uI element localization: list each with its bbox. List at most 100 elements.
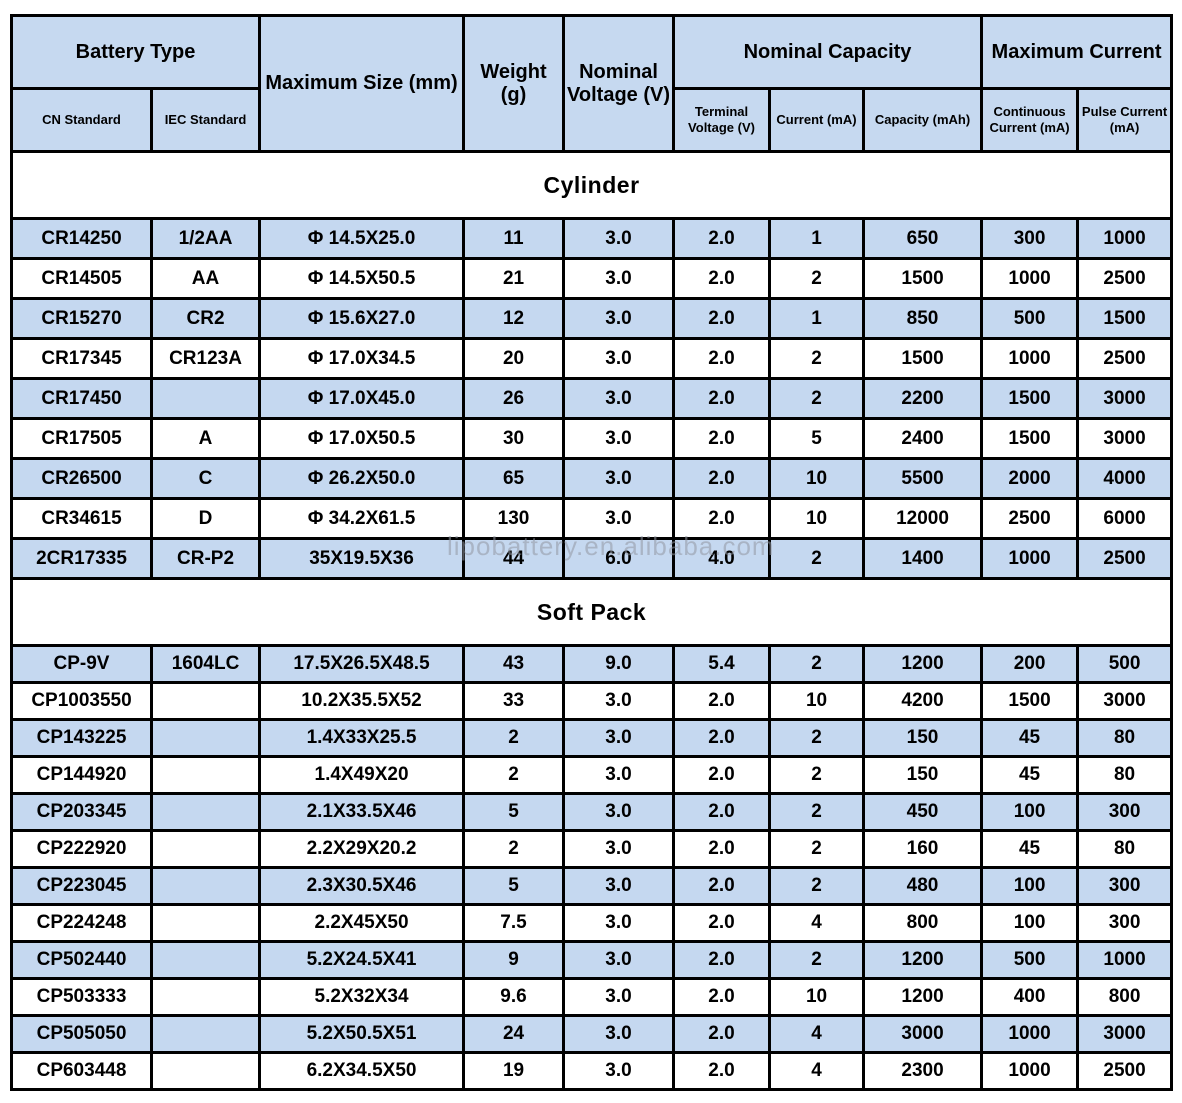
table-cell: 1500 <box>980 377 1080 420</box>
table-cell: 80 <box>1076 718 1174 758</box>
table-cell: CP143225 <box>10 718 153 758</box>
table-row: CP-9V 1604LC 17.5X26.5X48.5 43 9.0 5.4 2 1200 20… <box>10 644 1174 684</box>
table-row: CR17450 Φ 17.0X45.0 26 3.0 2.0 2 2200 1500 3000 <box>10 377 1174 420</box>
table-cell: Φ 14.5X25.0 <box>258 217 466 260</box>
table-cell: Φ 17.0X45.0 <box>258 377 466 420</box>
table-cell: 4.0 <box>672 537 772 580</box>
table-cell: 1500 <box>862 257 984 300</box>
col-header-cn-standard: CN Standard <box>10 87 153 153</box>
table-cell: 2.0 <box>672 866 772 906</box>
table-row: CP502440 5.2X24.5X41 9 3.0 2.0 2 1200 500 1000 <box>10 940 1174 980</box>
table-cell: 3.0 <box>562 718 676 758</box>
table-cell: 2.0 <box>672 1014 772 1054</box>
table-row: CR15270 CR2 Φ 15.6X27.0 12 3.0 2.0 1 850 500 1500 <box>10 297 1174 340</box>
table-cell: CP-9V <box>10 644 153 684</box>
table-row: CP505050 5.2X50.5X51 24 3.0 2.0 4 3000 1000 3000 <box>10 1014 1174 1054</box>
table-cell: CP223045 <box>10 866 153 906</box>
table-cell: 10 <box>768 497 866 540</box>
table-cell: 2500 <box>1076 1051 1174 1091</box>
table-cell: 3.0 <box>562 977 676 1017</box>
table-cell: 3.0 <box>562 903 676 943</box>
table-cell: 2500 <box>1076 537 1174 580</box>
table-cell: 450 <box>862 792 984 832</box>
table-cell: 45 <box>980 718 1080 758</box>
table-cell: 17.5X26.5X48.5 <box>258 644 466 684</box>
table-cell: 2 <box>768 718 866 758</box>
table-cell: 3.0 <box>562 866 676 906</box>
table-cell: 1500 <box>980 417 1080 460</box>
col-header-iec-standard: IEC Standard <box>149 87 262 153</box>
table-cell: 2300 <box>862 1051 984 1091</box>
table-cell: Φ 14.5X50.5 <box>258 257 466 300</box>
table-cell: 200 <box>980 644 1080 684</box>
table-row: CR14505 AA Φ 14.5X50.5 21 3.0 2.0 2 1500 1000 250… <box>10 257 1174 300</box>
table-cell: 5.2X32X34 <box>258 977 466 1017</box>
table-cell: 6.2X34.5X50 <box>258 1051 466 1091</box>
table-cell: 12 <box>462 297 566 340</box>
col-header-current: Current (mA) <box>768 87 866 153</box>
table-cell: 1000 <box>980 1051 1080 1091</box>
table-cell: 2 <box>462 829 566 869</box>
table-cell: 3.0 <box>562 217 676 260</box>
table-cell: 2 <box>768 257 866 300</box>
table-cell: 10.2X35.5X52 <box>258 681 466 721</box>
table-cell: 1000 <box>980 337 1080 380</box>
table-cell: CR17345 <box>10 337 153 380</box>
table-cell: 7.5 <box>462 903 566 943</box>
table-cell: Φ 34.2X61.5 <box>258 497 466 540</box>
table-cell <box>149 829 262 869</box>
table-cell: 2 <box>768 755 866 795</box>
col-header-continuous-current: Continuous Current (mA) <box>980 87 1080 153</box>
table-cell: 2CR17335 <box>10 537 153 580</box>
table-row: CP203345 2.1X33.5X46 5 3.0 2.0 2 450 100 300 <box>10 792 1174 832</box>
table-cell: 3.0 <box>562 1051 676 1091</box>
table-cell: 2.3X30.5X46 <box>258 866 466 906</box>
table-cell: AA <box>149 257 262 300</box>
table-cell: 3.0 <box>562 297 676 340</box>
table-row: CR17345 CR123A Φ 17.0X34.5 20 3.0 2.0 2 1500 100… <box>10 337 1174 380</box>
table-cell: CR-P2 <box>149 537 262 580</box>
table-cell: 480 <box>862 866 984 906</box>
table-cell: 2200 <box>862 377 984 420</box>
table-cell: 2.0 <box>672 977 772 1017</box>
table-cell: 300 <box>1076 903 1174 943</box>
table-cell: CP224248 <box>10 903 153 943</box>
table-cell: 1 <box>768 297 866 340</box>
table-cell: Φ 17.0X34.5 <box>258 337 466 380</box>
table-cell: 26 <box>462 377 566 420</box>
table-cell: 3.0 <box>562 1014 676 1054</box>
table-cell: CR2 <box>149 297 262 340</box>
table-cell: 45 <box>980 829 1080 869</box>
table-cell: 2 <box>768 792 866 832</box>
table-cell: 5.2X24.5X41 <box>258 940 466 980</box>
table-row: CP503333 5.2X32X34 9.6 3.0 2.0 10 1200 400 800 <box>10 977 1174 1017</box>
table-cell: 300 <box>1076 866 1174 906</box>
table-cell: 11 <box>462 217 566 260</box>
table-cell: 2.0 <box>672 940 772 980</box>
table-cell: CR15270 <box>10 297 153 340</box>
table-cell: CP505050 <box>10 1014 153 1054</box>
table-body: Cylinder CR14250 1/2AA Φ 14.5X25.0 11 3.0 2.0 1… <box>9 150 1174 1091</box>
table-cell: 100 <box>980 792 1080 832</box>
table-cell: 3.0 <box>562 257 676 300</box>
table-cell <box>149 1014 262 1054</box>
table-row: CR34615 D Φ 34.2X61.5 130 3.0 2.0 10 12000 2500 6… <box>10 497 1174 540</box>
col-header-capacity: Capacity (mAh) <box>862 87 984 153</box>
table-cell: 5500 <box>862 457 984 500</box>
table-cell: 3000 <box>1076 681 1174 721</box>
table-cell: 2.0 <box>672 297 772 340</box>
table-cell: 3.0 <box>562 497 676 540</box>
table-cell: CP144920 <box>10 755 153 795</box>
table-cell: 2500 <box>980 497 1080 540</box>
table-cell: 2.0 <box>672 257 772 300</box>
table-cell: 2.1X33.5X46 <box>258 792 466 832</box>
table-row: CP603448 6.2X34.5X50 19 3.0 2.0 4 2300 1000 2500 <box>10 1051 1174 1091</box>
table-cell: 3.0 <box>562 755 676 795</box>
table-cell: 500 <box>1076 644 1174 684</box>
table-cell: A <box>149 417 262 460</box>
table-cell: 1200 <box>862 644 984 684</box>
table-cell <box>149 792 262 832</box>
table-cell: 2.0 <box>672 337 772 380</box>
table-cell: 43 <box>462 644 566 684</box>
